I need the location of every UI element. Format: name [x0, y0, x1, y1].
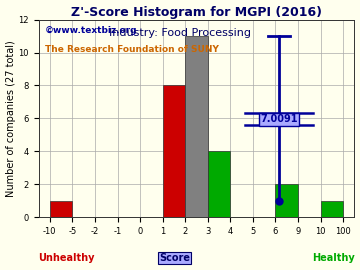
Text: The Research Foundation of SUNY: The Research Foundation of SUNY — [45, 45, 219, 54]
Text: Healthy: Healthy — [312, 252, 355, 262]
Text: 7.0091: 7.0091 — [260, 114, 298, 124]
Bar — [275, 184, 298, 217]
Bar — [163, 86, 185, 217]
Bar — [321, 201, 343, 217]
Text: Score: Score — [159, 252, 190, 262]
Bar — [185, 36, 208, 217]
Text: Unhealthy: Unhealthy — [39, 252, 95, 262]
Y-axis label: Number of companies (27 total): Number of companies (27 total) — [5, 40, 15, 197]
Bar — [50, 201, 72, 217]
Bar — [208, 151, 230, 217]
Text: ©www.textbiz.org: ©www.textbiz.org — [45, 26, 138, 35]
Text: Industry: Food Processing: Industry: Food Processing — [109, 28, 251, 38]
Title: Z'-Score Histogram for MGPI (2016): Z'-Score Histogram for MGPI (2016) — [71, 6, 322, 19]
